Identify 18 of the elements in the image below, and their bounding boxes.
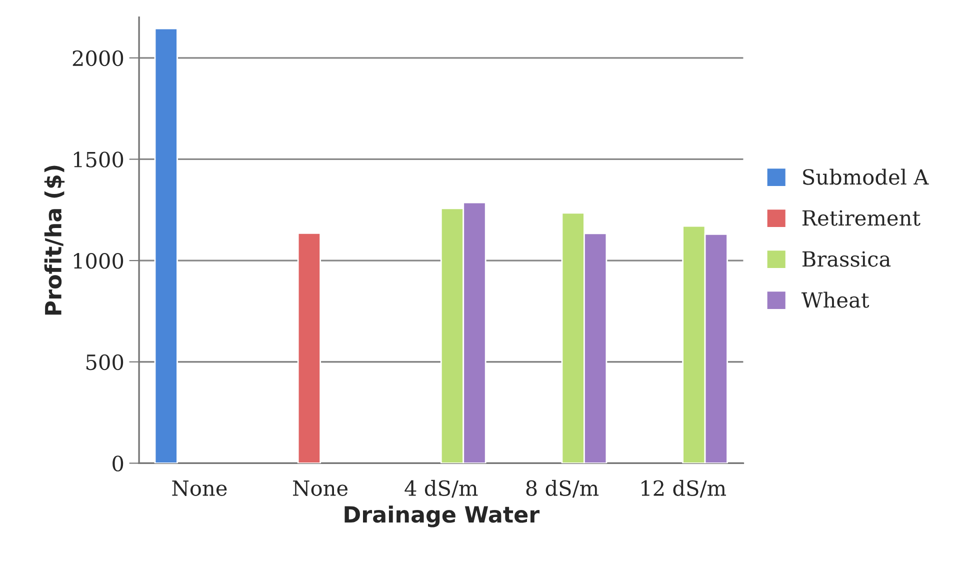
legend-label: Submodel A	[803, 168, 929, 185]
legend-label: Retirement	[802, 210, 920, 226]
legend-label: Wheat	[801, 292, 870, 308]
y-tick-label: 500	[86, 354, 124, 370]
y-tick-label: 1500	[74, 152, 124, 168]
y-tick-label: 2000	[72, 50, 124, 66]
x-tick-label: None	[172, 480, 227, 496]
y-tick-label: 0	[112, 456, 124, 472]
y-axis-title: Profit/ha ($)	[44, 166, 65, 315]
legend-label: Brassica	[802, 251, 891, 267]
y-tick-label: 1000	[74, 253, 124, 269]
bar	[297, 232, 321, 464]
bar	[154, 28, 178, 464]
x-axis-title: Drainage Water	[344, 506, 540, 528]
x-tick-label: 4 dS/m	[404, 480, 478, 498]
x-tick-label: None	[293, 480, 348, 496]
x-tick-label: 8 dS/m	[526, 480, 599, 498]
x-tick-label: 12 dS/m	[642, 480, 726, 498]
